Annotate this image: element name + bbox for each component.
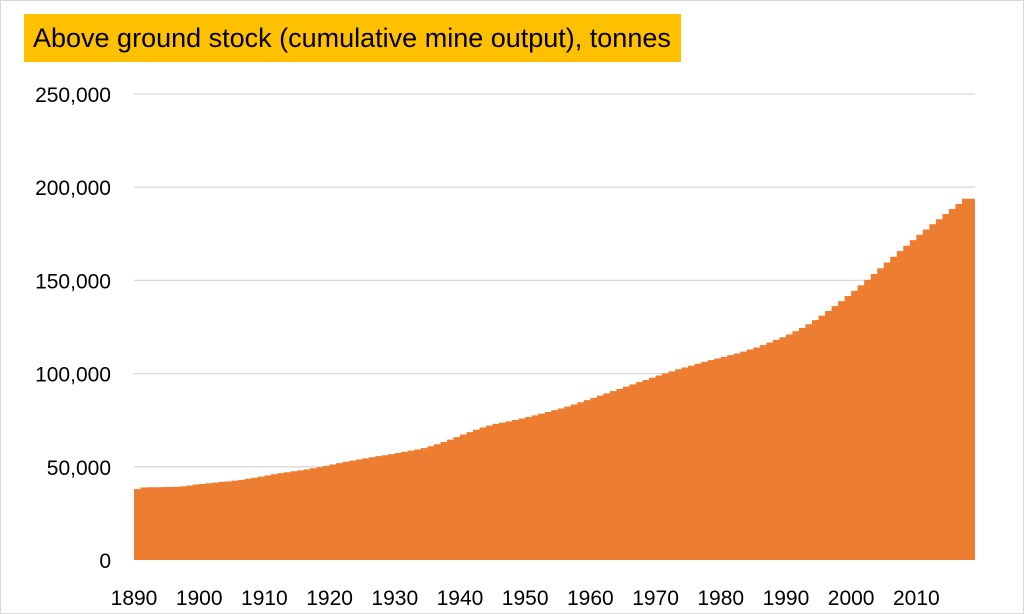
chart-title: Above ground stock (cumulative mine outp… xyxy=(24,14,681,62)
x-tick-label: 1890 xyxy=(111,587,158,610)
x-tick-label: 1940 xyxy=(437,587,484,610)
x-tick-label: 1960 xyxy=(567,587,614,610)
x-tick-label: 1930 xyxy=(371,587,418,610)
y-tick-label: 50,000 xyxy=(47,457,111,480)
x-tick-label: 1950 xyxy=(502,587,549,610)
x-axis-tick-labels: 1890 1900 1910 1920 1930 1940 1950 1960 1970 1980… xyxy=(111,587,940,610)
x-tick-label: 1910 xyxy=(241,587,288,610)
x-tick-label: 1990 xyxy=(763,587,810,610)
x-tick-label: 1980 xyxy=(697,587,744,610)
x-tick-label: 2010 xyxy=(893,587,940,610)
y-tick-label: 150,000 xyxy=(35,270,111,293)
y-tick-label: 100,000 xyxy=(35,364,111,387)
area-series xyxy=(134,198,975,560)
y-tick-label: 0 xyxy=(99,550,111,573)
y-tick-label: 200,000 xyxy=(35,177,111,200)
x-tick-label: 2000 xyxy=(828,587,875,610)
area-fill xyxy=(134,198,975,560)
y-axis-tick-labels: 0 50,000 100,000 150,000 200,000 250,000 xyxy=(35,84,111,573)
x-tick-label: 1970 xyxy=(632,587,679,610)
x-tick-label: 1920 xyxy=(306,587,353,610)
y-tick-label: 250,000 xyxy=(35,84,111,107)
x-tick-label: 1900 xyxy=(176,587,223,610)
chart-title-text: Above ground stock (cumulative mine outp… xyxy=(33,22,671,53)
